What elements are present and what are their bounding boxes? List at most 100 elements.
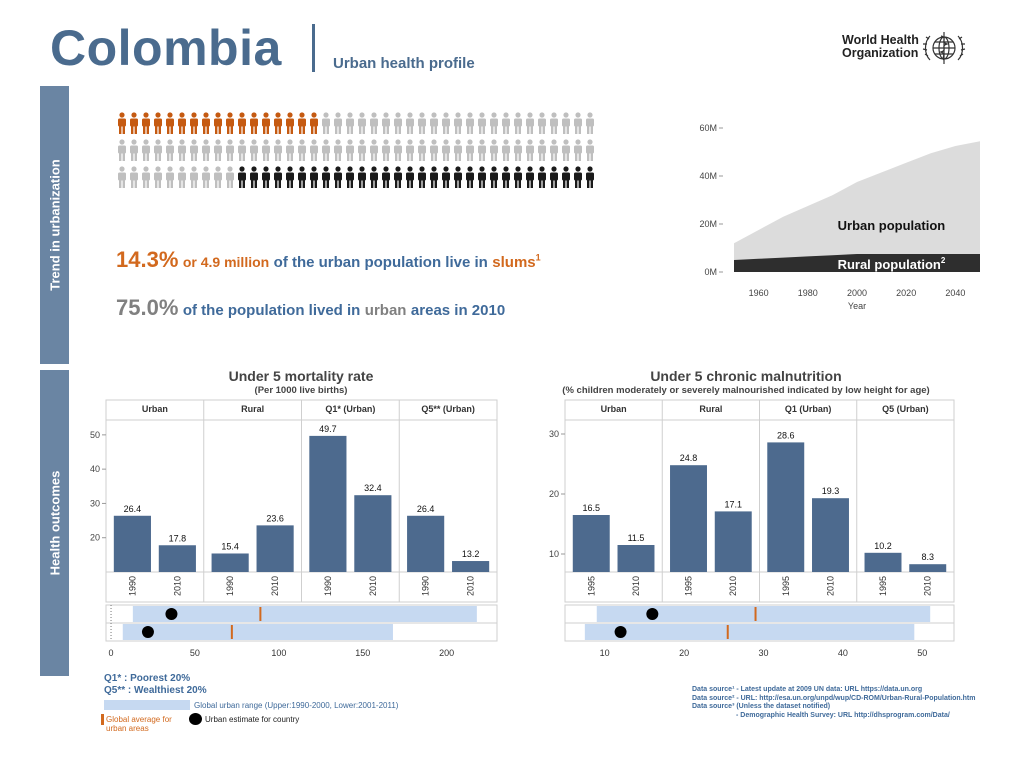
q5-legend: Q5** : Wealthiest 20% [104, 685, 207, 696]
bar [714, 511, 752, 572]
person-icon [178, 139, 186, 161]
person-icon [562, 139, 570, 161]
person-icon [190, 112, 198, 134]
year-label: 2010 [728, 576, 738, 596]
global-average-marker [230, 625, 233, 639]
person-icon [310, 139, 318, 161]
health-band: Health outcomes [40, 370, 69, 676]
urban-word: urban [364, 302, 407, 319]
range-x-tick-label: 100 [271, 648, 286, 658]
person-icon [526, 166, 534, 188]
who-logo-text: World Health Organization [842, 34, 919, 60]
year-label: 2010 [923, 576, 933, 596]
person-icon [154, 139, 162, 161]
global-range-bar [584, 624, 915, 640]
person-icon [178, 166, 186, 188]
person-icon [418, 112, 426, 134]
person-icon [502, 112, 510, 134]
quintile-legend: Q1* : Poorest 20% Q5** : Wealthiest 20% [104, 673, 207, 697]
bar-value-label: 17.8 [169, 533, 187, 543]
person-icon [262, 166, 270, 188]
person-icon [370, 166, 378, 188]
range-legend-swatch [104, 700, 190, 710]
bar [211, 553, 249, 572]
person-icon [346, 112, 354, 134]
person-icon [214, 166, 222, 188]
person-icon [166, 139, 174, 161]
country-estimate-dot [141, 626, 154, 638]
person-icon [538, 166, 546, 188]
bar-value-label: 13.2 [462, 549, 480, 559]
who-emblem-icon [922, 32, 966, 64]
urban-text1: of the population lived in [182, 302, 361, 319]
person-icon [550, 112, 558, 134]
y-tick-label: 60M [699, 123, 717, 133]
person-icon [298, 112, 306, 134]
person-icon [478, 139, 486, 161]
person-icon [298, 139, 306, 161]
source-1: Data source¹ - Latest update at 2009 UN … [692, 686, 923, 693]
person-icon [454, 139, 462, 161]
group-label: Q1 (Urban) [785, 404, 832, 414]
bar [670, 465, 707, 572]
global-range-bar [122, 624, 393, 640]
y-tick-label: 40M [699, 171, 717, 181]
page-subtitle: Urban health profile [333, 55, 475, 72]
person-icon [430, 112, 438, 134]
person-icon [274, 139, 282, 161]
person-icon [142, 139, 150, 161]
person-icon [226, 166, 234, 188]
person-icon [370, 139, 378, 161]
slum-word: slums [492, 254, 536, 271]
person-icon [190, 166, 198, 188]
mortality-title: Under 5 mortality rate [228, 368, 374, 384]
year-label: 2010 [631, 576, 641, 596]
person-icon [202, 166, 210, 188]
person-icon [322, 112, 330, 134]
person-icon [166, 166, 174, 188]
who-name-line1: World Health [842, 33, 919, 47]
urban-stat: 75.0% of the population lived in urban a… [116, 295, 505, 321]
person-icon [202, 112, 210, 134]
group-label: Urban [601, 404, 627, 414]
slum-millions: or 4.9 million [182, 254, 270, 270]
malnutrition-title: Under 5 chronic malnutrition [650, 368, 842, 384]
person-icon [586, 139, 594, 161]
bar [354, 495, 392, 572]
year-label: 1990 [323, 576, 333, 596]
estimate-legend-dot [189, 713, 202, 725]
y-tick-label: 0M [704, 267, 717, 277]
bar [812, 498, 849, 572]
urban-area [734, 141, 980, 272]
who-name-line2: Organization [842, 46, 919, 60]
person-icon [262, 112, 270, 134]
person-icon [286, 112, 294, 134]
person-icon [394, 112, 402, 134]
y-tick-label: 20 [549, 489, 559, 499]
person-icon [586, 166, 594, 188]
person-icon [442, 112, 450, 134]
range-x-tick-label: 200 [439, 648, 454, 658]
bar-value-label: 26.4 [417, 504, 435, 514]
urban-percent: 75.0% [116, 295, 179, 320]
person-icon [322, 139, 330, 161]
y-tick-label: 30 [549, 429, 559, 439]
person-icon [454, 166, 462, 188]
person-icon [202, 139, 210, 161]
bar-value-label: 15.4 [221, 541, 239, 551]
country-estimate-dot [614, 626, 627, 638]
year-label: 1995 [684, 576, 694, 596]
person-icon [286, 166, 294, 188]
y-tick-label: 20M [699, 219, 717, 229]
y-tick-label: 10 [549, 549, 559, 559]
urban-series-label: Urban population [838, 218, 946, 233]
bar [864, 552, 902, 572]
page-title: Colombia [50, 20, 282, 76]
mortality-chart: 20 30 40 50 Urban 26.4 1990 17.8 2010 Rural 15.4 19… [90, 399, 498, 658]
person-icon [466, 166, 474, 188]
year-label: 1990 [127, 576, 137, 596]
bar [909, 564, 947, 572]
person-icon [322, 166, 330, 188]
sources: Data source¹ - Latest update at 2009 UN … [692, 686, 976, 720]
person-icon [574, 166, 582, 188]
